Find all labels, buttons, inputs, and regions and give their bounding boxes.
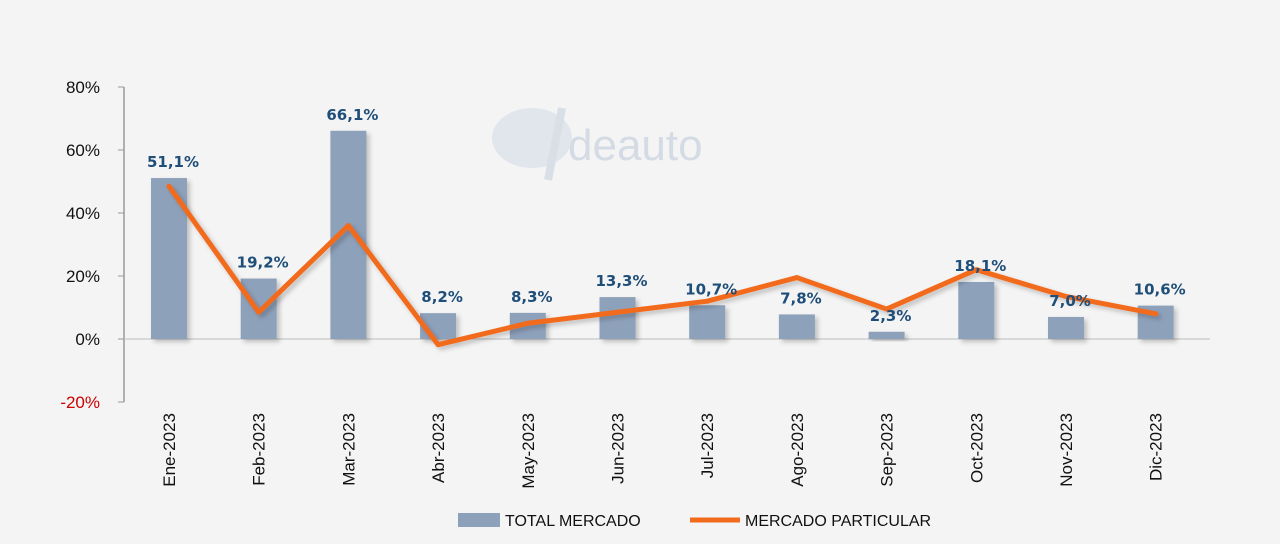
bar-jun-2023 [599,297,636,339]
watermark-text: deauto [568,121,703,170]
x-tick-label-ene-2023: Ene-2023 [160,413,179,487]
data-label-oct-2023: 18,1% [954,257,1006,275]
x-tick-label-jun-2023: Jun-2023 [609,413,628,484]
data-label-abr-2023: 8,2% [421,288,463,306]
x-tick-label-dic-2023: Dic-2023 [1147,413,1166,481]
x-tick-label-feb-2023: Feb-2023 [250,413,269,486]
x-tick-label-oct-2023: Oct-2023 [967,413,986,483]
line-point-may-2023 [525,320,531,326]
data-label-dic-2023: 10,6% [1134,281,1186,299]
legend-label-mercado-particular: MERCADO PARTICULAR [745,513,931,530]
line-point-mar-2023 [345,223,351,229]
data-label-jun-2023: 13,3% [595,272,647,290]
legend-swatch-total-mercado [458,513,500,527]
y-tick-label: 0% [75,330,100,349]
line-point-jun-2023 [615,309,620,315]
x-tick-label-nov-2023: Nov-2023 [1057,413,1076,487]
x-tick-label-ago-2023: Ago-2023 [788,413,807,487]
x-tick-label-abr-2023: Abr-2023 [429,413,448,483]
y-axis-ticks: -20% 0% 20% 40% 60% 80% [60,78,124,412]
line-point-dic-2023 [1153,311,1159,317]
line-point-jul-2023 [704,298,710,304]
y-tick-label: 20% [66,267,100,286]
y-tick-label: 40% [66,204,100,223]
y-tick-label: 80% [66,78,100,97]
y-tick-label: 60% [66,141,100,160]
data-label-may-2023: 8,3% [511,288,553,306]
data-labels: 51,1% 19,2% 66,1% 8,2% 8,3% 13,3% 10,7% 7,8% 2,3… [147,106,1186,325]
data-label-sep-2023: 2,3% [870,307,912,325]
bar-jul-2023 [689,305,726,339]
data-label-mar-2023: 66,1% [326,106,378,124]
line-point-sep-2023 [884,306,890,312]
x-tick-label-sep-2023: Sep-2023 [878,413,897,487]
data-label-ene-2023: 51,1% [147,153,199,171]
bar-sep-2023 [868,331,905,339]
line-point-abr-2023 [435,342,441,348]
line-point-feb-2023 [256,309,262,315]
legend: TOTAL MERCADO MERCADO PARTICULAR [458,513,931,530]
watermark-logo: deauto [492,107,703,181]
x-tick-label-may-2023: May-2023 [519,413,538,489]
legend-label-total-mercado: TOTAL MERCADO [505,513,641,530]
line-point-ene-2023 [166,183,172,189]
data-label-ago-2023: 7,8% [780,289,822,307]
bar-ago-2023 [778,314,815,339]
line-point-nov-2023 [1063,293,1069,299]
data-label-feb-2023: 19,2% [237,254,289,272]
bar-oct-2023 [958,281,995,339]
data-label-jul-2023: 10,7% [685,280,737,298]
x-tick-label-mar-2023: Mar-2023 [339,413,358,486]
line-series-mercado-particular [166,183,1159,348]
x-tick-label-jul-2023: Jul-2023 [698,413,717,478]
line-mercado-particular [166,183,1159,348]
x-axis-labels: Ene-2023 Feb-2023 Mar-2023 Abr-2023 May-2023… [160,413,1166,489]
bar-nov-2023 [1048,316,1084,339]
line-point-ago-2023 [794,275,800,281]
line-point-oct-2023 [973,267,979,273]
y-tick-label: -20% [60,393,100,412]
data-label-nov-2023: 7,0% [1049,292,1091,310]
